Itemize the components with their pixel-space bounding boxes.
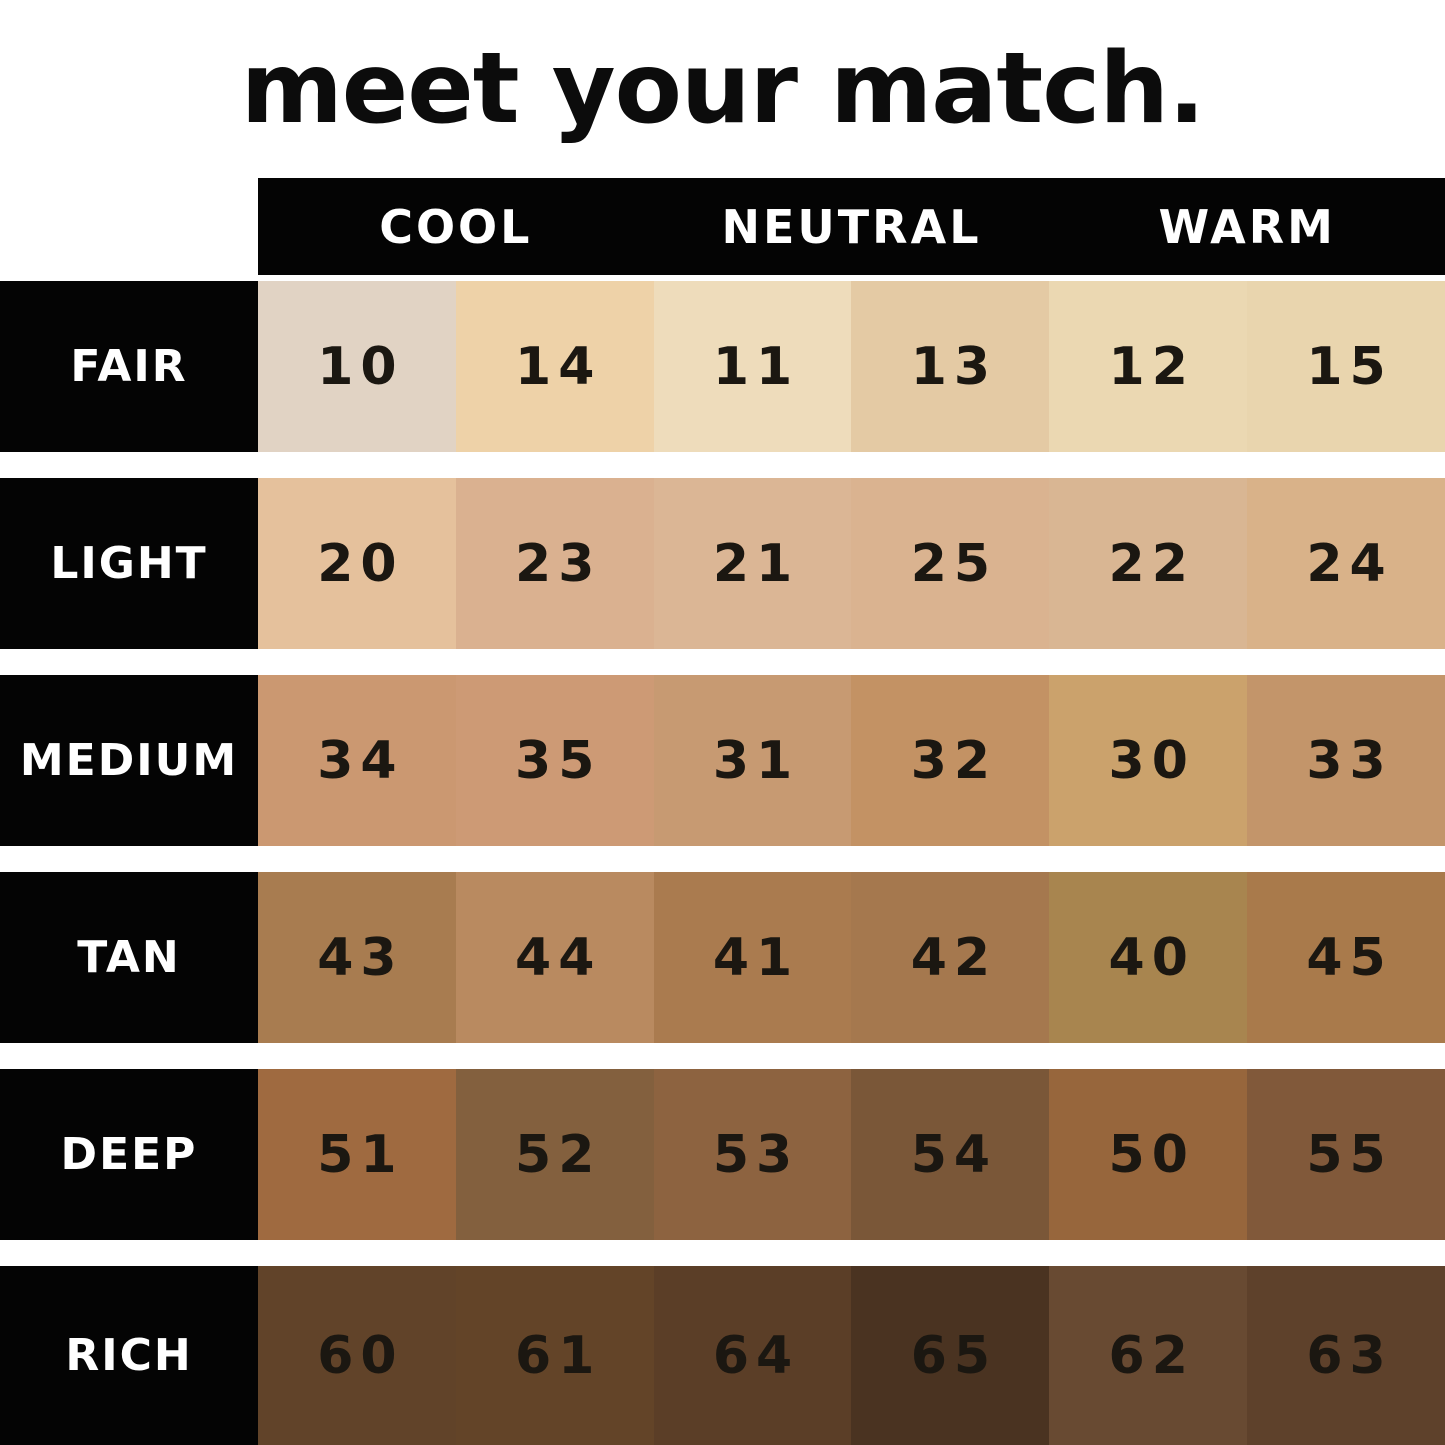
shade-swatch-31: 31 (653, 675, 852, 846)
shade-swatch-20: 20 (258, 478, 456, 649)
shade-number: 20 (317, 533, 404, 594)
shade-number: 23 (515, 533, 602, 594)
shade-swatch-61: 61 (455, 1266, 654, 1445)
shade-number: 32 (910, 730, 998, 791)
shade-number: 50 (1108, 1124, 1195, 1185)
undertone-label: WARM (1158, 199, 1336, 254)
shade-swatch-32: 32 (851, 675, 1050, 846)
shade-swatch-42: 42 (851, 872, 1050, 1043)
shade-row-tan: TAN 43 44 41 42 40 45 (0, 872, 1445, 1043)
shade-number: 55 (1306, 1124, 1393, 1185)
shade-swatch-54: 54 (851, 1069, 1050, 1240)
shade-number: 31 (712, 730, 800, 791)
row-label-rich: RICH (0, 1266, 258, 1445)
shade-swatch-35: 35 (455, 675, 654, 846)
shade-number: 44 (515, 927, 602, 988)
shade-swatch-44: 44 (455, 872, 654, 1043)
shade-number: 52 (515, 1124, 602, 1185)
shade-number: 65 (910, 1325, 998, 1386)
shade-number: 61 (515, 1325, 602, 1386)
shade-number: 41 (712, 927, 800, 988)
shade-swatch-34: 34 (258, 675, 456, 846)
shade-number: 22 (1108, 533, 1195, 594)
shade-number: 45 (1306, 927, 1393, 988)
shade-number: 62 (1108, 1325, 1195, 1386)
shade-number: 14 (515, 336, 602, 397)
shade-number: 33 (1306, 730, 1393, 791)
shade-swatch-23: 23 (455, 478, 654, 649)
shade-row-light: LIGHT 20 23 21 25 22 24 (0, 478, 1445, 649)
shade-number: 25 (910, 533, 998, 594)
row-label-fair: FAIR (0, 281, 258, 452)
shade-row-medium: MEDIUM 34 35 31 32 30 33 (0, 675, 1445, 846)
shade-swatch-33: 33 (1247, 675, 1445, 846)
shade-swatch-63: 63 (1247, 1266, 1445, 1445)
shade-swatch-60: 60 (258, 1266, 456, 1445)
shade-number: 10 (317, 336, 404, 397)
shade-number: 15 (1306, 336, 1393, 397)
shade-swatch-10: 10 (258, 281, 456, 452)
shade-number: 60 (317, 1325, 404, 1386)
undertone-label: NEUTRAL (721, 199, 982, 254)
undertone-header-bar: COOL NEUTRAL WARM (258, 178, 1445, 275)
shade-swatch-41: 41 (653, 872, 852, 1043)
shade-number: 30 (1108, 730, 1195, 791)
row-label-medium: MEDIUM (0, 675, 258, 846)
undertone-header-cell-cool: COOL (258, 178, 654, 275)
shade-swatch-51: 51 (258, 1069, 456, 1240)
shade-row-rich: RICH 60 61 64 65 62 63 (0, 1266, 1445, 1445)
shade-number: 12 (1108, 336, 1195, 397)
row-label-light: LIGHT (0, 478, 258, 649)
shade-number: 35 (515, 730, 602, 791)
row-label-tan: TAN (0, 872, 258, 1043)
shade-grid: FAIR 10 14 11 13 12 15 LIGHT 20 23 21 25… (0, 281, 1445, 1445)
shade-number: 21 (712, 533, 800, 594)
shade-swatch-22: 22 (1049, 478, 1248, 649)
shade-swatch-14: 14 (455, 281, 654, 452)
title-area: meet your match. (0, 0, 1445, 178)
shade-number: 34 (317, 730, 404, 791)
shade-swatch-30: 30 (1049, 675, 1248, 846)
undertone-header-cell-warm: WARM (1049, 178, 1445, 275)
shade-row-fair: FAIR 10 14 11 13 12 15 (0, 281, 1445, 452)
page-title: meet your match. (240, 32, 1206, 146)
shade-swatch-11: 11 (653, 281, 852, 452)
shade-number: 43 (317, 927, 404, 988)
shade-swatch-62: 62 (1049, 1266, 1248, 1445)
row-label-deep: DEEP (0, 1069, 258, 1240)
shade-number: 53 (712, 1124, 800, 1185)
shade-swatch-13: 13 (851, 281, 1050, 452)
shade-swatch-43: 43 (258, 872, 456, 1043)
shade-swatch-40: 40 (1049, 872, 1248, 1043)
shade-swatch-64: 64 (653, 1266, 852, 1445)
shade-swatch-45: 45 (1247, 872, 1445, 1043)
shade-row-deep: DEEP 51 52 53 54 50 55 (0, 1069, 1445, 1240)
shade-swatch-25: 25 (851, 478, 1050, 649)
shade-swatch-50: 50 (1049, 1069, 1248, 1240)
shade-swatch-65: 65 (851, 1266, 1050, 1445)
shade-swatch-15: 15 (1247, 281, 1445, 452)
undertone-label: COOL (379, 199, 533, 254)
shade-number: 51 (317, 1124, 404, 1185)
shade-swatch-24: 24 (1247, 478, 1445, 649)
shade-swatch-52: 52 (455, 1069, 654, 1240)
shade-number: 42 (910, 927, 998, 988)
shade-number: 40 (1108, 927, 1195, 988)
shade-number: 13 (910, 336, 998, 397)
shade-number: 63 (1306, 1325, 1393, 1386)
shade-number: 64 (712, 1325, 800, 1386)
shade-number: 54 (910, 1124, 998, 1185)
undertone-header-cell-neutral: NEUTRAL (654, 178, 1050, 275)
shade-swatch-55: 55 (1247, 1069, 1445, 1240)
shade-swatch-21: 21 (653, 478, 852, 649)
shade-number: 11 (712, 336, 800, 397)
shade-swatch-53: 53 (653, 1069, 852, 1240)
shade-number: 24 (1306, 533, 1393, 594)
shade-swatch-12: 12 (1049, 281, 1248, 452)
